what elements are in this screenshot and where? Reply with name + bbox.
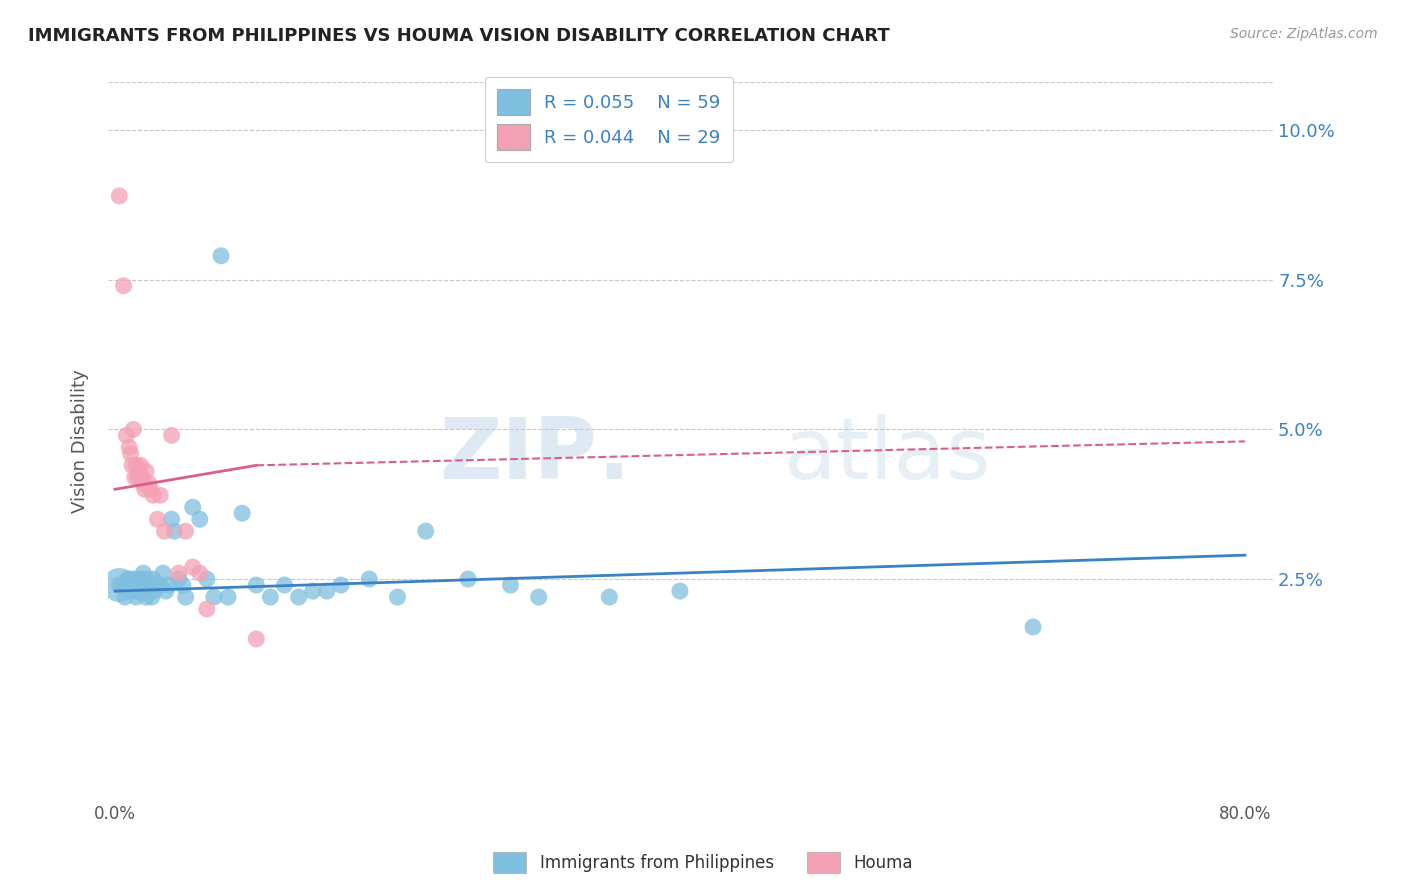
Point (138, 476, 160, 491)
Point (499, 578, 522, 592)
Point (135, 464, 157, 478)
Point (128, 584, 150, 599)
Point (146, 512, 169, 526)
Point (195, 602, 218, 616)
Point (217, 590, 239, 604)
Point (111, 578, 134, 592)
Point (121, 458, 143, 473)
Point (174, 590, 197, 604)
Point (108, 189, 131, 203)
Text: ZIP: ZIP (440, 414, 598, 497)
Point (146, 578, 169, 592)
Point (188, 512, 211, 526)
Point (273, 578, 295, 592)
Point (155, 584, 177, 599)
Point (157, 578, 180, 592)
Point (598, 590, 620, 604)
Legend: Immigrants from Philippines, Houma: Immigrants from Philippines, Houma (486, 846, 920, 880)
Point (181, 560, 204, 574)
Point (118, 584, 141, 599)
Text: IMMIGRANTS FROM PHILIPPINES VS HOUMA VISION DISABILITY CORRELATION CHART: IMMIGRANTS FROM PHILIPPINES VS HOUMA VIS… (28, 27, 890, 45)
Point (174, 524, 197, 539)
Point (259, 590, 281, 604)
Point (167, 572, 190, 586)
Point (188, 566, 211, 580)
Y-axis label: Vision Disability: Vision Disability (72, 369, 89, 513)
Point (135, 590, 157, 604)
Point (122, 572, 145, 586)
Text: Source: ZipAtlas.com: Source: ZipAtlas.com (1230, 27, 1378, 41)
Point (149, 488, 172, 502)
Point (108, 578, 131, 592)
Point (127, 470, 149, 484)
Text: .: . (598, 414, 630, 497)
Legend: R = 0.055    N = 59, R = 0.044    N = 29: R = 0.055 N = 59, R = 0.044 N = 29 (485, 77, 734, 162)
Point (134, 584, 156, 599)
Point (134, 483, 156, 497)
Point (117, 572, 139, 586)
Point (132, 578, 155, 592)
Point (118, 572, 141, 586)
Point (132, 476, 155, 491)
Point (139, 578, 162, 592)
Point (287, 590, 309, 604)
Point (122, 422, 145, 436)
Point (127, 572, 149, 586)
Point (143, 584, 166, 599)
Point (415, 524, 437, 539)
Text: atlas: atlas (783, 414, 991, 497)
Point (129, 578, 152, 592)
Point (142, 572, 165, 586)
Point (1022, 620, 1045, 634)
Point (108, 578, 131, 592)
Point (124, 584, 146, 599)
Point (152, 566, 174, 580)
Point (128, 464, 150, 478)
Point (131, 470, 153, 484)
Point (149, 578, 172, 592)
Point (245, 578, 267, 592)
Point (129, 458, 152, 473)
Point (330, 578, 353, 592)
Point (131, 572, 153, 586)
Point (121, 578, 143, 592)
Point (387, 590, 409, 604)
Point (160, 512, 183, 526)
Point (139, 483, 162, 497)
Point (115, 578, 138, 592)
Point (231, 506, 253, 520)
Point (115, 428, 138, 442)
Point (669, 584, 692, 599)
Point (160, 428, 183, 442)
Point (167, 566, 190, 580)
Point (359, 572, 381, 586)
Point (195, 572, 218, 586)
Point (527, 590, 550, 604)
Point (125, 578, 148, 592)
Point (301, 584, 323, 599)
Point (141, 590, 163, 604)
Point (457, 572, 479, 586)
Point (209, 249, 232, 263)
Point (142, 488, 165, 502)
Point (114, 590, 136, 604)
Point (112, 278, 135, 293)
Point (120, 446, 142, 460)
Point (125, 458, 148, 473)
Point (136, 572, 159, 586)
Point (172, 578, 194, 592)
Point (125, 590, 148, 604)
Point (163, 524, 186, 539)
Point (129, 584, 152, 599)
Point (118, 441, 141, 455)
Point (132, 566, 155, 580)
Point (202, 590, 225, 604)
Point (245, 632, 267, 646)
Point (181, 500, 204, 515)
Point (316, 584, 339, 599)
Point (153, 524, 176, 539)
Point (124, 470, 146, 484)
